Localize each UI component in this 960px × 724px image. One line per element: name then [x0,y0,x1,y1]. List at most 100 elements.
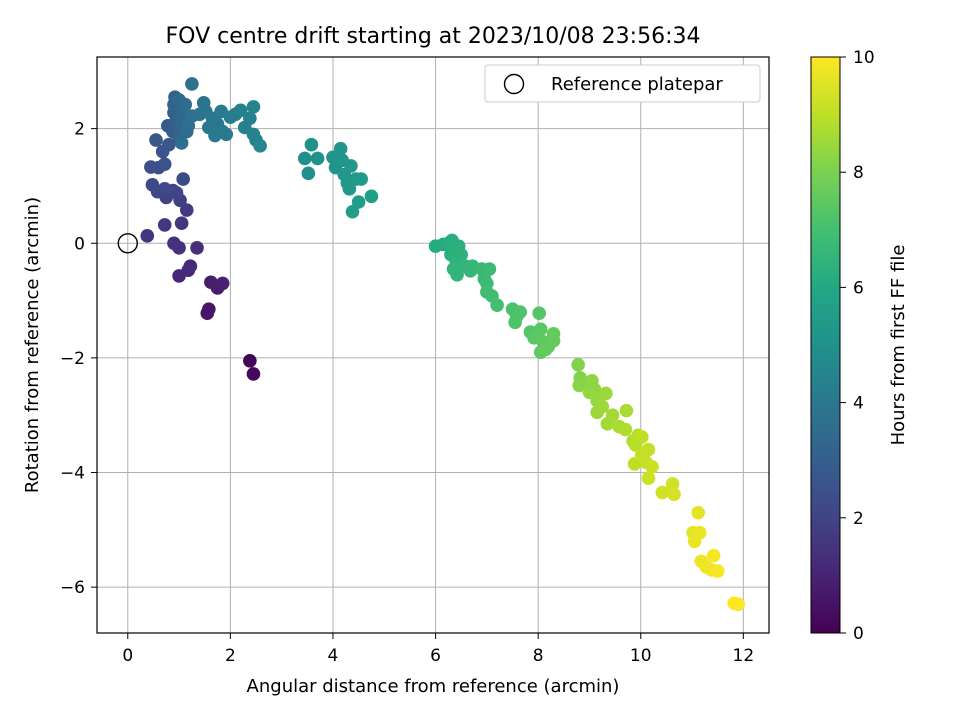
scatter-point [618,422,633,437]
scatter-point [731,597,746,612]
x-tick-label: 10 [630,646,652,666]
scatter-point [304,137,319,152]
scatter-point [202,302,216,316]
scatter-point [641,442,656,457]
x-tick-label: 8 [533,646,544,666]
scatter-point [162,137,176,152]
scatter-point [513,305,528,319]
y-tick-label: 2 [74,120,85,140]
scatter-point [174,136,189,150]
y-axis-label: Rotation from reference (arcmin) [22,197,43,493]
scatter-point [533,322,548,337]
scatter-point [710,564,725,578]
scatter-point [645,459,659,474]
scatter-points [140,77,746,612]
scatter-point [172,241,186,255]
scatter-point [233,103,248,118]
scatter-point [185,77,199,91]
scatter-point [176,172,190,186]
scatter-point [342,182,357,196]
scatter-point [253,139,267,153]
legend-label: Reference platepar [551,74,723,95]
y-axis-ticks: −6 −4 −2 0 2 [60,120,97,598]
scatter-point [297,151,312,166]
scatter-point [634,430,649,444]
x-tick-label: 2 [225,646,236,666]
reference-platepar-marker [117,233,138,254]
scatter-point [181,263,196,278]
colorbar-tick-label: 4 [853,394,864,414]
scatter-point [178,97,193,112]
colorbar-tick-label: 6 [853,278,864,298]
scatter-point [157,182,172,196]
scatter-point [169,186,184,200]
legend: Reference platepar [484,64,761,103]
scatter-point [344,159,358,173]
x-tick-label: 4 [328,646,339,666]
colorbar-tick-label: 0 [853,624,864,644]
scatter-point [243,353,257,368]
legend-open-circle-marker [503,73,525,95]
scatter-point [333,141,348,156]
scatter-point [665,477,680,491]
y-tick-label: −4 [60,464,85,484]
x-axis-ticks: 0 2 4 6 8 10 12 [122,633,754,666]
colorbar-tick-label: 8 [853,163,864,183]
colorbar: 0 2 4 6 8 10 Hours from first FF file [810,48,909,644]
scatter-point [508,315,522,330]
scatter-point [246,100,261,114]
scatter-point [149,133,163,147]
plot-frame [96,56,770,634]
scatter-point [706,548,721,563]
colorbar-tick-label: 2 [853,509,864,529]
x-tick-label: 12 [733,646,755,666]
scatter-point [219,127,234,142]
colorbar-label: Hours from first FF file [888,245,909,446]
scatter-point [243,111,257,126]
scatter-point [482,262,497,276]
scatter-point [599,386,613,401]
scatter-point [246,367,261,381]
reference-marker-layer [117,233,138,254]
y-tick-label: −2 [60,349,85,369]
y-tick-label: 0 [74,234,85,254]
scatter-point [546,333,561,348]
scatter-point [691,505,706,520]
scatter-point [655,485,670,500]
scatter-point [532,306,546,320]
scatter-point [354,172,368,186]
scatter-point [364,189,379,204]
scatter-point [641,471,656,486]
scatter-point [590,405,604,420]
scatter-point [179,203,194,217]
scatter-point [571,357,585,372]
scatter-point [190,241,204,255]
scatter-point [351,195,366,209]
colorbar-ticks: 0 2 4 6 8 10 [840,48,875,644]
scatter-point [450,267,464,282]
colorbar-gradient [810,56,841,634]
x-axis-label: Angular distance from reference (arcmin) [247,676,620,697]
x-tick-label: 6 [430,646,441,666]
scatter-point [310,151,325,166]
scatter-point [345,204,360,219]
scatter-point [174,216,189,231]
y-tick-label: −6 [60,578,85,598]
scatter-point [667,487,681,502]
x-tick-label: 0 [122,646,133,666]
colorbar-tick-label: 10 [853,48,875,68]
scatter-point [619,403,634,418]
scatter-point [157,157,172,171]
scatter-point [605,408,620,423]
scatter-point [140,229,155,243]
legend-box [484,64,761,103]
scatter-point [215,276,230,291]
chart-title: FOV centre drift starting at 2023/10/08 … [166,24,701,49]
scatter-point [157,218,172,232]
scatter-point [301,166,316,181]
scatter-point [490,298,504,312]
scatter-point [692,525,707,540]
grid [97,57,769,633]
